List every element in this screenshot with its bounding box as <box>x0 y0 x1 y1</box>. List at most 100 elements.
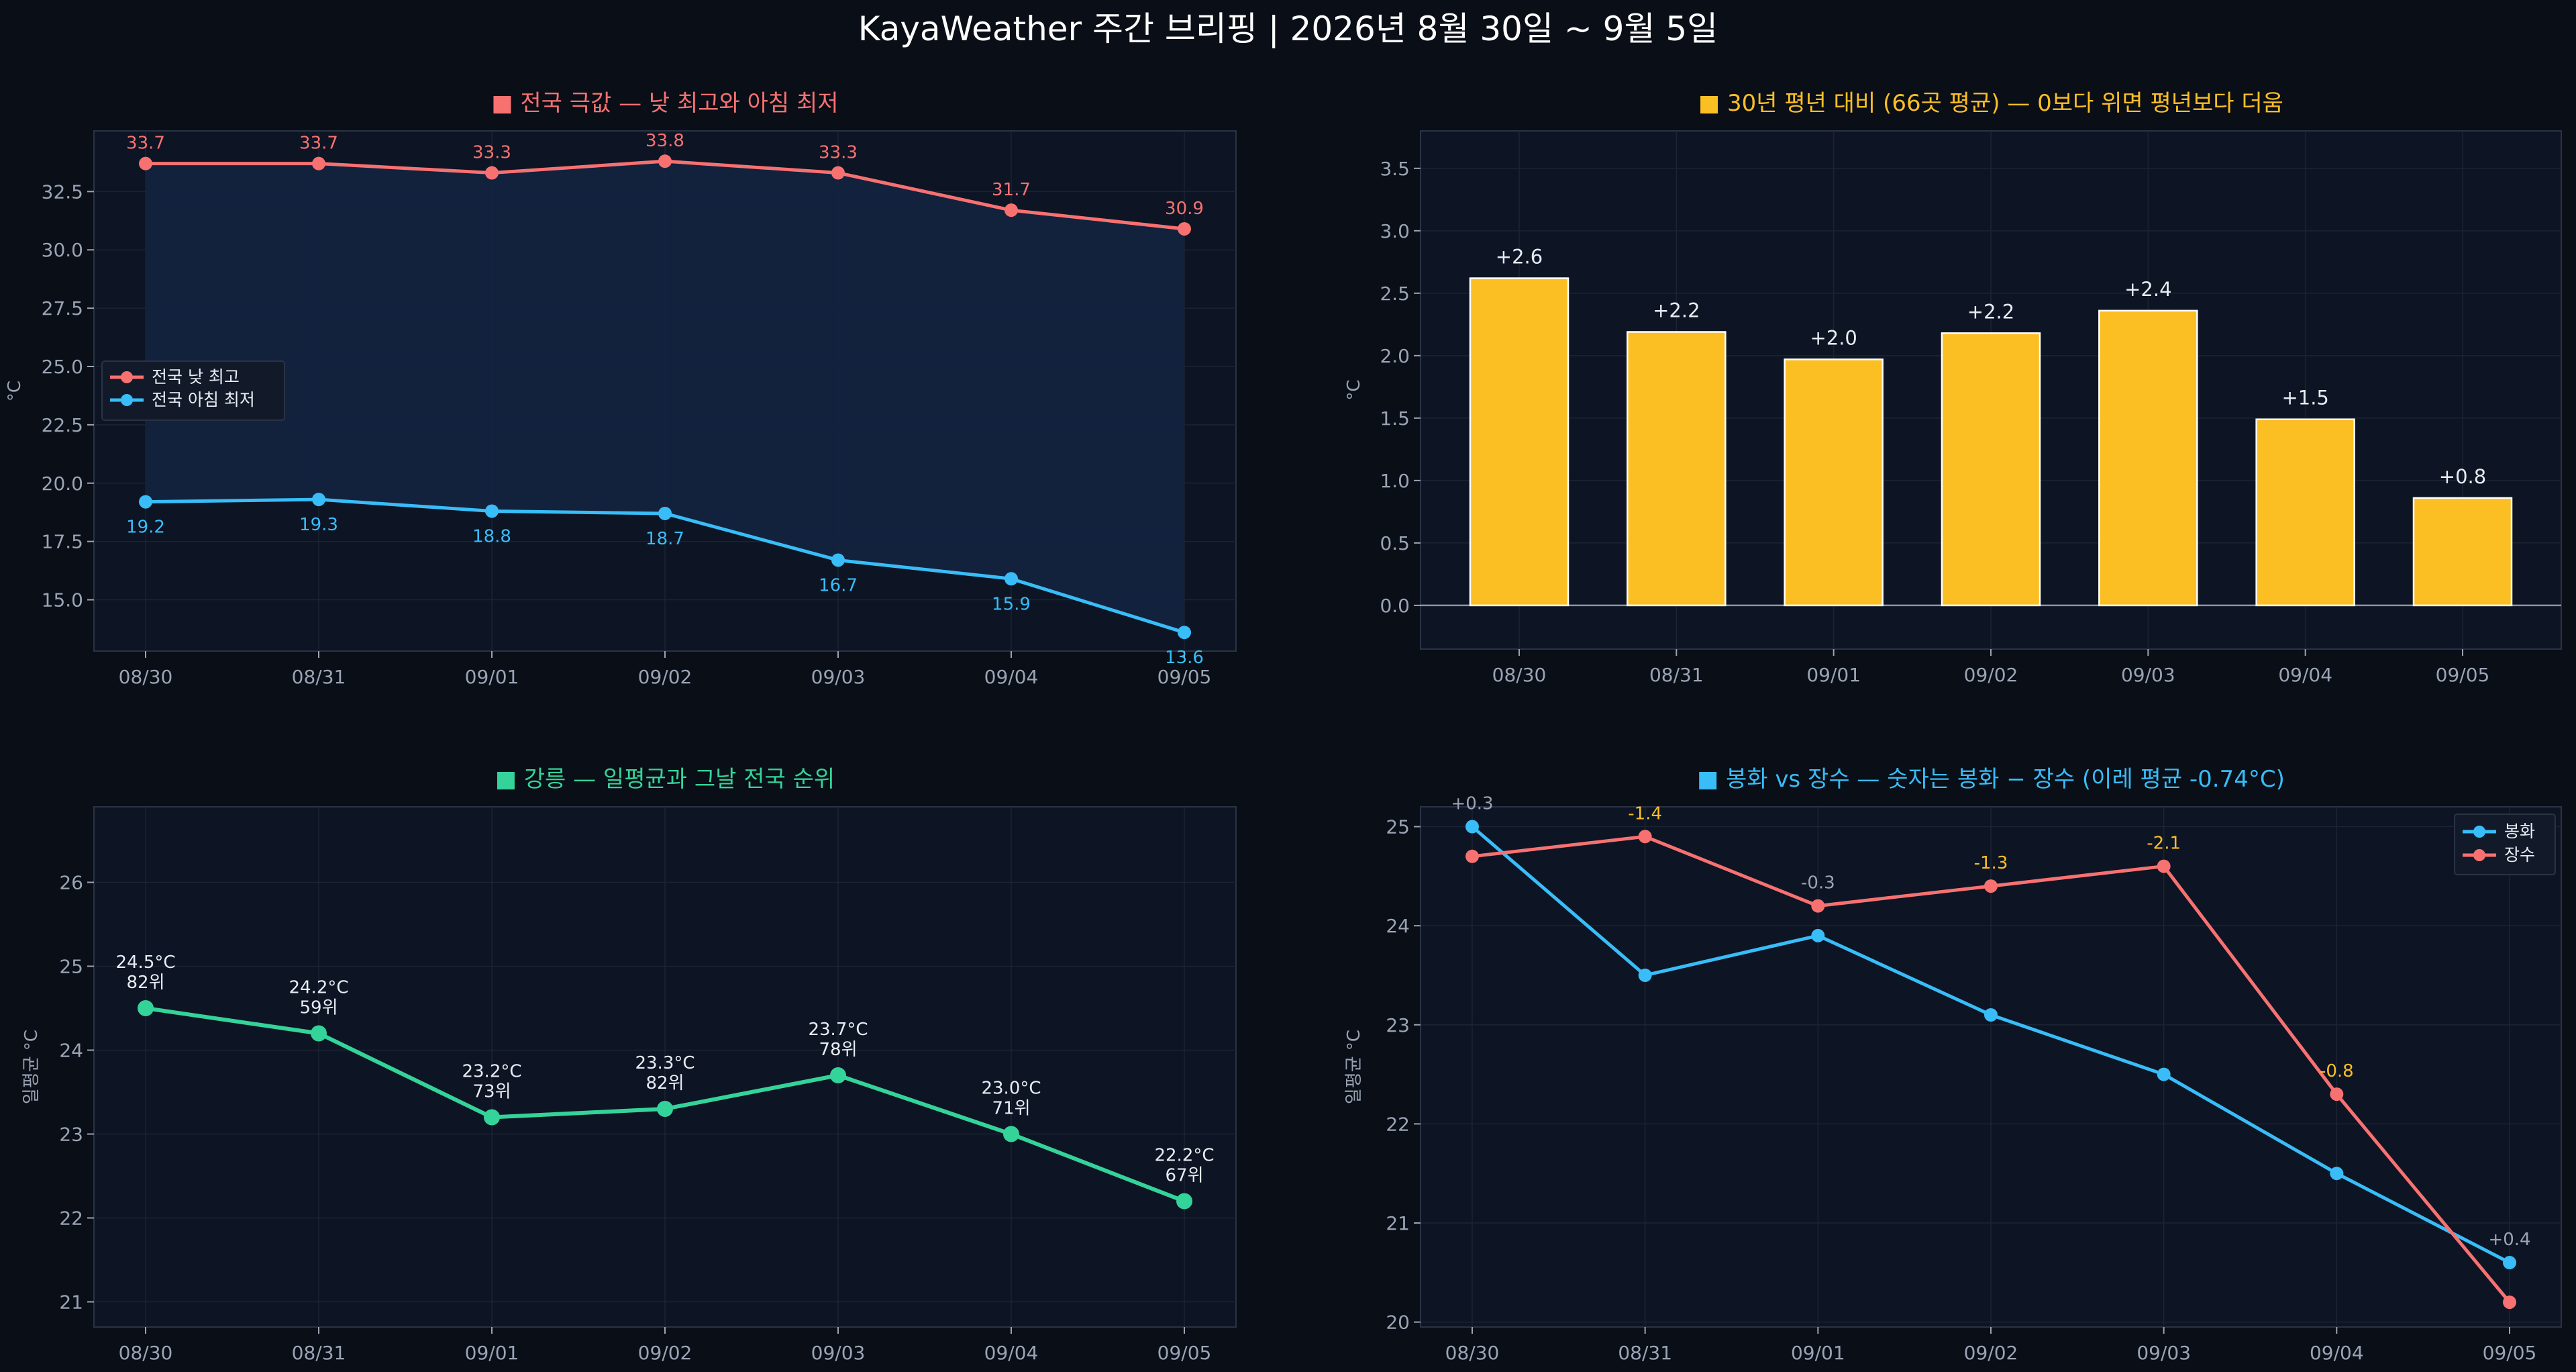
y-tick-label: 23 <box>59 1124 83 1146</box>
range-fill <box>146 161 1184 633</box>
data-label-max: 30.9 <box>1165 199 1204 219</box>
bar-data-label: +2.6 <box>1496 246 1543 268</box>
x-tick-label: 09/01 <box>465 1342 519 1364</box>
difference-label: +0.4 <box>2488 1230 2530 1250</box>
data-label-max: 31.7 <box>992 180 1031 200</box>
y-tick-label: 0.5 <box>1380 532 1410 554</box>
legend-label: 장수 <box>2504 845 2535 865</box>
y-tick-label: 3.5 <box>1380 158 1410 180</box>
x-tick-label: 09/03 <box>2136 1342 2191 1364</box>
data-label-max: 33.3 <box>472 143 511 163</box>
y-tick-label: 15.0 <box>42 589 83 611</box>
bar-data-label: +2.0 <box>1810 326 1857 349</box>
x-tick-label: 09/02 <box>1964 1342 2018 1364</box>
y-tick-label: 24 <box>59 1040 83 1062</box>
point-jangsu <box>1984 879 1998 893</box>
point-max <box>139 156 152 170</box>
point-min <box>312 493 325 507</box>
data-label-min: 19.2 <box>126 518 165 538</box>
x-tick-label: 09/05 <box>2483 1342 2537 1364</box>
y-tick-label: 2.5 <box>1380 283 1410 305</box>
chart-title: ■ 30년 평년 대비 (66곳 평균) — 0보다 위면 평년보다 더움 <box>1698 90 2283 117</box>
chart-gangneung: 21 22 23 24 25 26 08/30 08/31 09/01 09/02 09/03 09/… <box>21 766 1237 1364</box>
point-min <box>658 506 672 520</box>
x-tick-label: 08/30 <box>1445 1342 1500 1364</box>
data-label-min: 13.6 <box>1165 648 1204 668</box>
x-tick-label: 09/02 <box>1964 664 2018 686</box>
y-tick-label: 30.0 <box>42 239 83 261</box>
difference-label: +0.3 <box>1451 794 1493 814</box>
panel-bonghwa-vs-jangsu: 20 21 22 23 24 25 08/30 08/31 09/01 09/02 09/03 09/… <box>1295 745 2576 1372</box>
legend-box <box>101 360 285 421</box>
annotation-rank: 78위 <box>819 1040 857 1060</box>
y-tick-label: 20 <box>1386 1312 1410 1334</box>
y-tick-label: 2.0 <box>1380 345 1410 367</box>
y-axis-label: 일평균 °C <box>1344 1030 1364 1104</box>
annotation-rank: 67위 <box>1165 1166 1203 1186</box>
y-tick-label: 22.5 <box>42 414 83 436</box>
x-tick-label: 09/05 <box>1157 1342 1212 1364</box>
bar <box>1784 358 1884 607</box>
point <box>657 1101 673 1117</box>
y-tick-label: 21 <box>1386 1212 1410 1234</box>
chart-title: ■ 강릉 — 일평균과 그날 전국 순위 <box>495 766 835 793</box>
bar <box>1627 331 1727 607</box>
x-tick-label: 09/01 <box>1806 664 1861 686</box>
annotation-temp: 23.0°C <box>981 1079 1041 1099</box>
y-tick-label: 22 <box>59 1208 83 1230</box>
y-tick-label: 26 <box>59 872 83 894</box>
x-tick-label: 09/04 <box>984 666 1039 688</box>
point-max <box>312 156 325 170</box>
x-tick-label: 09/05 <box>1157 666 1212 688</box>
y-tick-label: 32.5 <box>42 181 83 203</box>
legend-swatch-marker <box>2473 826 2485 838</box>
point-bonghwa <box>2157 1067 2171 1081</box>
difference-label: -0.3 <box>1801 873 1835 893</box>
chart-bonghwa-vs-jangsu: 20 21 22 23 24 25 08/30 08/31 09/01 09/02 09/03 09/… <box>1344 766 2562 1364</box>
legend-swatch-marker <box>2473 849 2485 861</box>
point-bonghwa <box>1811 928 1825 942</box>
annotation-temp: 24.2°C <box>289 978 348 998</box>
bar <box>2412 497 2513 607</box>
bar-data-label: +2.2 <box>1967 300 2014 323</box>
data-label-min: 16.7 <box>819 575 858 595</box>
data-label-max: 33.7 <box>299 134 338 154</box>
chart-normal-anomaly: 0.0 0.5 1.0 1.5 2.0 2.5 3.0 3.5 08/30 08/31 09/01 0… <box>1344 90 2562 686</box>
chart-title: ■ 봉화 vs 장수 — 숫자는 봉화 − 장수 (이레 평균 -0.74°C) <box>1697 766 2285 793</box>
data-label-min: 18.7 <box>646 529 684 549</box>
x-tick-label: 08/31 <box>292 1342 346 1364</box>
annotation-rank: 59위 <box>299 998 338 1018</box>
bar-data-label: +1.5 <box>2281 387 2328 409</box>
data-label-min: 18.8 <box>472 526 511 546</box>
point-jangsu <box>2330 1087 2344 1101</box>
point <box>1003 1126 1019 1142</box>
data-label-min: 15.9 <box>992 594 1031 614</box>
point-min <box>1004 572 1018 586</box>
y-tick-label: 0.0 <box>1380 595 1410 617</box>
panel-normal-anomaly: 0.0 0.5 1.0 1.5 2.0 2.5 3.0 3.5 08/30 08/31 09/01 0… <box>1295 74 2576 718</box>
point-jangsu <box>2503 1295 2516 1310</box>
annotation-rank: 73위 <box>472 1082 511 1102</box>
y-tick-label: 27.5 <box>42 297 83 320</box>
difference-label: -0.8 <box>2320 1061 2354 1081</box>
point-min <box>831 553 845 567</box>
legend-label: 전국 낮 최고 <box>152 367 240 387</box>
y-tick-label: 3.0 <box>1380 220 1410 242</box>
x-tick-label: 09/03 <box>811 666 866 688</box>
point-jangsu <box>1638 830 1652 844</box>
point-max <box>831 166 845 180</box>
panel-gangneung: 21 22 23 24 25 26 08/30 08/31 09/01 09/02 09/03 09/… <box>0 745 1275 1372</box>
y-tick-label: 1.0 <box>1380 470 1410 492</box>
point-max <box>485 166 499 180</box>
point-min <box>139 495 152 509</box>
bar <box>1941 332 2041 607</box>
chart-title: ■ 전국 극값 — 낮 최고와 아침 최저 <box>491 90 838 117</box>
panel-national-extremes: 15.0 17.5 20.0 22.5 25.0 27.5 30.0 32.5 08/30 08/… <box>0 74 1275 718</box>
point-jangsu <box>2157 859 2171 873</box>
x-tick-label: 08/30 <box>119 666 173 688</box>
annotation-temp: 23.7°C <box>808 1020 868 1040</box>
x-tick-label: 09/04 <box>984 1342 1039 1364</box>
